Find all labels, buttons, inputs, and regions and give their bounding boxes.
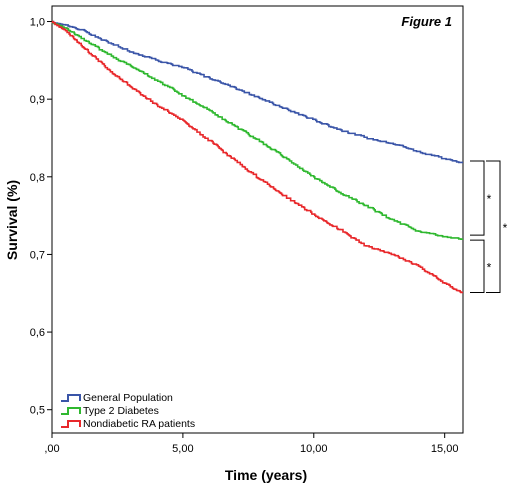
x-tick-label: 10,00 xyxy=(300,443,328,455)
bracket-gp-t2d xyxy=(470,160,485,236)
x-tick-label: ,00 xyxy=(44,443,59,455)
y-tick-label: 0,5 xyxy=(30,405,45,417)
y-tick-label: 1,0 xyxy=(30,17,45,29)
x-tick-label: 15,00 xyxy=(431,443,459,455)
y-tick-label: 0,6 xyxy=(30,327,45,339)
series-line-2 xyxy=(51,20,463,240)
figure-title: Figure 1 xyxy=(401,14,452,29)
y-tick-label: 0,9 xyxy=(30,94,45,106)
legend-swatch-2 xyxy=(61,407,81,415)
bracket-gp-t2d-star: * xyxy=(487,192,492,206)
legend-label-1: General Population xyxy=(83,392,173,404)
bracket-t2d-ra-star: * xyxy=(487,260,492,274)
legend-label-3: Nondiabetic RA patients xyxy=(83,418,195,430)
legend-swatch-3 xyxy=(61,420,81,428)
legend-label-2: Type 2 Diabetes xyxy=(83,405,159,417)
bracket-t2d-ra xyxy=(470,239,485,293)
legend-swatch-1 xyxy=(61,394,81,402)
y-tick-label: 0,7 xyxy=(30,249,45,261)
bracket-gp-ra-star: * xyxy=(503,221,508,235)
series-line-1 xyxy=(52,20,463,164)
y-axis-title: Survival (%) xyxy=(4,180,20,260)
x-axis-title: Time (years) xyxy=(225,467,307,483)
bracket-gp-ra xyxy=(486,160,501,293)
x-tick-label: 5,00 xyxy=(172,443,193,455)
y-tick-label: 0,8 xyxy=(30,172,45,184)
plot-frame xyxy=(51,5,464,434)
series-line-3 xyxy=(51,20,463,294)
